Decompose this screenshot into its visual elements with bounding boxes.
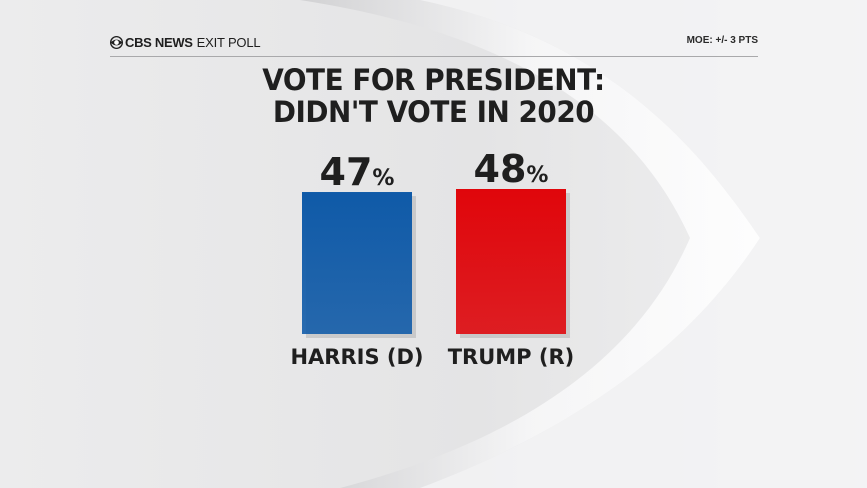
bar-trump (456, 189, 566, 334)
value-number-trump: 48 (474, 147, 527, 191)
network-brand: CBS NEWS EXIT POLL (110, 34, 261, 50)
header-bar: CBS NEWS EXIT POLL MOE: +/- 3 PTS (110, 34, 758, 57)
bar-harris (302, 192, 412, 334)
chart-title: VOTE FOR PRESIDENT: DIDN'T VOTE IN 2020 (17, 64, 849, 128)
value-suffix-trump: % (526, 163, 548, 188)
category-label-harris: HARRIS (D) (290, 345, 423, 369)
title-line-2: DIDN'T VOTE IN 2020 (272, 95, 595, 129)
section-label: EXIT POLL (196, 34, 261, 50)
title-line-1: VOTE FOR PRESIDENT: (262, 63, 605, 97)
value-suffix-harris: % (372, 166, 394, 191)
value-number-harris: 47 (320, 150, 373, 194)
value-label-harris: 47% (320, 150, 395, 194)
margin-of-error: MOE: +/- 3 PTS (686, 35, 758, 46)
cbs-eye-icon (110, 35, 123, 49)
category-label-trump: TRUMP (R) (448, 345, 575, 369)
value-label-trump: 48% (474, 147, 549, 191)
brand-name: CBS NEWS (125, 34, 193, 50)
